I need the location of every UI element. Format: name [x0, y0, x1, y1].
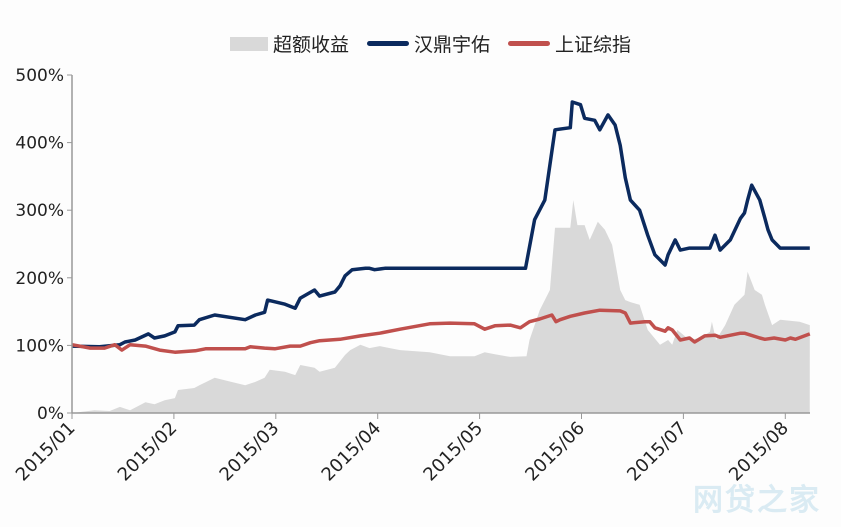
- legend-item-stock: 汉鼎宇佑: [367, 30, 490, 57]
- x-tick-label: 2015/05: [419, 418, 487, 486]
- x-tick-label: 2015/03: [216, 418, 284, 486]
- y-tick-label: 400%: [15, 134, 64, 154]
- x-tick-label: 2015/06: [521, 418, 589, 486]
- y-tick-label: 100%: [15, 336, 64, 356]
- x-tick-label: 2015/02: [114, 418, 182, 486]
- legend-swatch-line: [508, 41, 551, 46]
- series-line-1: [71, 100, 810, 349]
- y-tick-label: 0%: [37, 404, 64, 424]
- watermark-logo: 网贷之家: [693, 483, 821, 518]
- x-tick-label: 2015/07: [623, 418, 691, 486]
- y-tick-label: 300%: [15, 201, 64, 221]
- legend-label: 超额收益: [273, 34, 350, 56]
- y-tick-label: 200%: [15, 269, 64, 289]
- legend-item-index: 上证综指: [508, 30, 631, 57]
- series-area-excess: [72, 200, 810, 413]
- x-tick-label: 2015/01: [12, 418, 80, 486]
- legend-item-excess: 超额收益: [230, 30, 349, 57]
- x-tick-label: 2015/04: [318, 418, 386, 486]
- legend-swatch-line: [367, 41, 410, 46]
- y-tick-label: 500%: [15, 66, 64, 86]
- series-line-2: [71, 308, 811, 354]
- legend-swatch-area: [230, 36, 268, 51]
- legend-label: 上证综指: [555, 34, 632, 56]
- legend-label: 汉鼎宇佑: [414, 34, 491, 56]
- legend: 超额收益 汉鼎宇佑 上证综指: [230, 30, 649, 57]
